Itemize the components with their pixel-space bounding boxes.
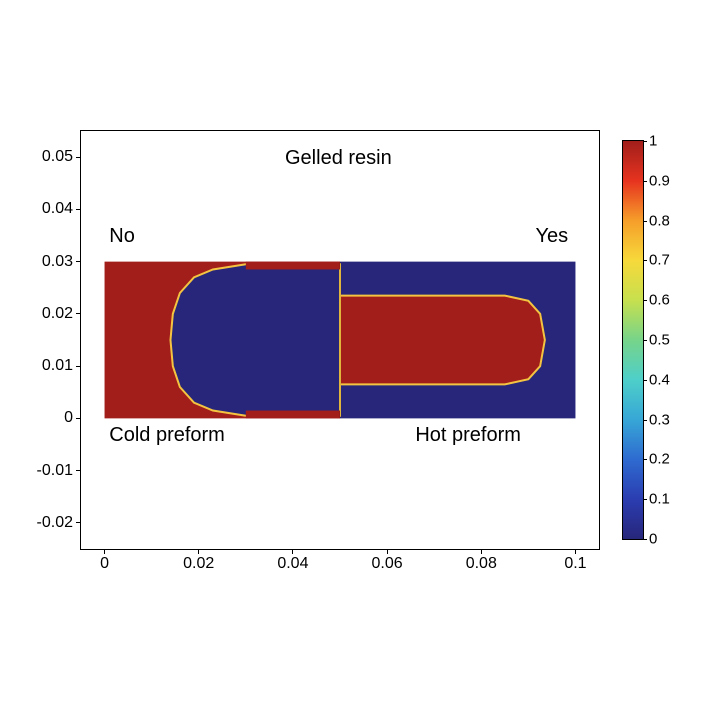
annotation-hot: Hot preform xyxy=(415,424,521,447)
x-tick-label: 0.06 xyxy=(372,549,403,573)
colorbar-tick-label: 0.7 xyxy=(643,252,670,269)
y-tick-label: 0.04 xyxy=(42,200,81,218)
colorbar-tick-label: 0.4 xyxy=(643,371,670,388)
y-tick-label: 0.02 xyxy=(42,305,81,323)
y-tick-label: -0.02 xyxy=(37,514,81,532)
plot-area xyxy=(81,131,599,549)
y-tick-label: 0.01 xyxy=(42,357,81,375)
colorbar-tick-label: 0.9 xyxy=(643,172,670,189)
chart-title: Gelled resin xyxy=(285,147,392,170)
y-tick-label: 0.03 xyxy=(42,253,81,271)
colorbar-tick-label: 0.1 xyxy=(643,491,670,508)
colorbar-tick-label: 0 xyxy=(643,531,657,548)
y-tick-label: 0 xyxy=(64,409,81,427)
x-tick-label: 0 xyxy=(100,549,109,573)
y-tick-label: -0.01 xyxy=(37,462,81,480)
annotation-no: No xyxy=(109,225,135,248)
colorbar-tick-label: 0.2 xyxy=(643,451,670,468)
colorbar-tick-label: 0.8 xyxy=(643,212,670,229)
colorbar-tick-label: 0.5 xyxy=(643,332,670,349)
x-tick-label: 0.04 xyxy=(277,549,308,573)
colorbar: 00.10.20.30.40.50.60.70.80.91 xyxy=(622,140,644,540)
colorbar-tick-label: 0.3 xyxy=(643,411,670,428)
colorbar-tick-label: 0.6 xyxy=(643,292,670,309)
heatmap-chart: Gelled resin No Yes Cold preform Hot pre… xyxy=(80,130,600,550)
annotation-yes: Yes xyxy=(535,225,568,248)
annotation-cold: Cold preform xyxy=(109,424,225,447)
x-tick-label: 0.1 xyxy=(564,549,586,573)
colorbar-tick-label: 1 xyxy=(643,133,657,150)
x-tick-label: 0.02 xyxy=(183,549,214,573)
x-tick-label: 0.08 xyxy=(466,549,497,573)
y-tick-label: 0.05 xyxy=(42,148,81,166)
